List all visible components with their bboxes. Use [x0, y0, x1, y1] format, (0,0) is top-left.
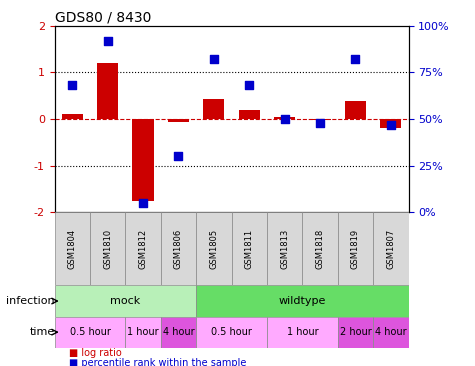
Bar	[196, 212, 232, 285]
Text: mock: mock	[110, 296, 141, 306]
Text: wildtype: wildtype	[279, 296, 326, 306]
Bar	[125, 212, 161, 285]
Point	[281, 116, 288, 122]
Point	[68, 82, 76, 88]
Text: time: time	[29, 327, 55, 337]
Text: 4 hour: 4 hour	[162, 327, 194, 337]
Bar	[338, 212, 373, 285]
Bar	[203, 99, 225, 119]
Bar	[55, 212, 90, 285]
Bar	[338, 317, 373, 348]
Text: GSM1819: GSM1819	[351, 229, 360, 269]
Bar	[125, 317, 161, 348]
Point	[316, 120, 324, 126]
Text: 1 hour: 1 hour	[286, 327, 318, 337]
Bar	[133, 119, 154, 201]
Bar	[373, 212, 408, 285]
Bar	[267, 317, 338, 348]
Bar	[380, 119, 401, 128]
Text: GSM1807: GSM1807	[386, 229, 395, 269]
Bar	[55, 285, 196, 317]
Text: 4 hour: 4 hour	[375, 327, 407, 337]
Text: GSM1812: GSM1812	[139, 229, 148, 269]
Text: infection: infection	[6, 296, 55, 306]
Bar	[274, 117, 295, 119]
Bar	[161, 212, 196, 285]
Bar	[168, 119, 189, 122]
Text: GSM1806: GSM1806	[174, 229, 183, 269]
Text: GSM1804: GSM1804	[68, 229, 77, 269]
Bar	[196, 285, 408, 317]
Point	[175, 153, 182, 159]
Bar	[97, 63, 118, 119]
Bar	[62, 114, 83, 119]
Bar	[196, 317, 267, 348]
Point	[246, 82, 253, 88]
Text: GSM1818: GSM1818	[315, 229, 324, 269]
Text: GSM1805: GSM1805	[209, 229, 218, 269]
Text: GSM1813: GSM1813	[280, 229, 289, 269]
Bar	[161, 317, 196, 348]
Point	[104, 38, 112, 44]
Text: 0.5 hour: 0.5 hour	[211, 327, 252, 337]
Bar	[373, 317, 408, 348]
Point	[387, 122, 395, 127]
Text: GDS80 / 8430: GDS80 / 8430	[55, 11, 151, 25]
Bar	[309, 119, 331, 120]
Text: GSM1810: GSM1810	[103, 229, 112, 269]
Point	[352, 56, 359, 62]
Bar	[267, 212, 303, 285]
Point	[139, 200, 147, 206]
Bar	[238, 109, 260, 119]
Point	[210, 56, 218, 62]
Text: 2 hour: 2 hour	[340, 327, 371, 337]
Bar	[55, 317, 125, 348]
Text: ■ log ratio: ■ log ratio	[69, 348, 122, 358]
Text: 1 hour: 1 hour	[127, 327, 159, 337]
Text: GSM1811: GSM1811	[245, 229, 254, 269]
Bar	[90, 212, 125, 285]
Bar	[345, 101, 366, 119]
Bar	[232, 212, 267, 285]
Bar	[302, 212, 338, 285]
Text: 0.5 hour: 0.5 hour	[69, 327, 111, 337]
Text: ■ percentile rank within the sample: ■ percentile rank within the sample	[69, 358, 246, 366]
